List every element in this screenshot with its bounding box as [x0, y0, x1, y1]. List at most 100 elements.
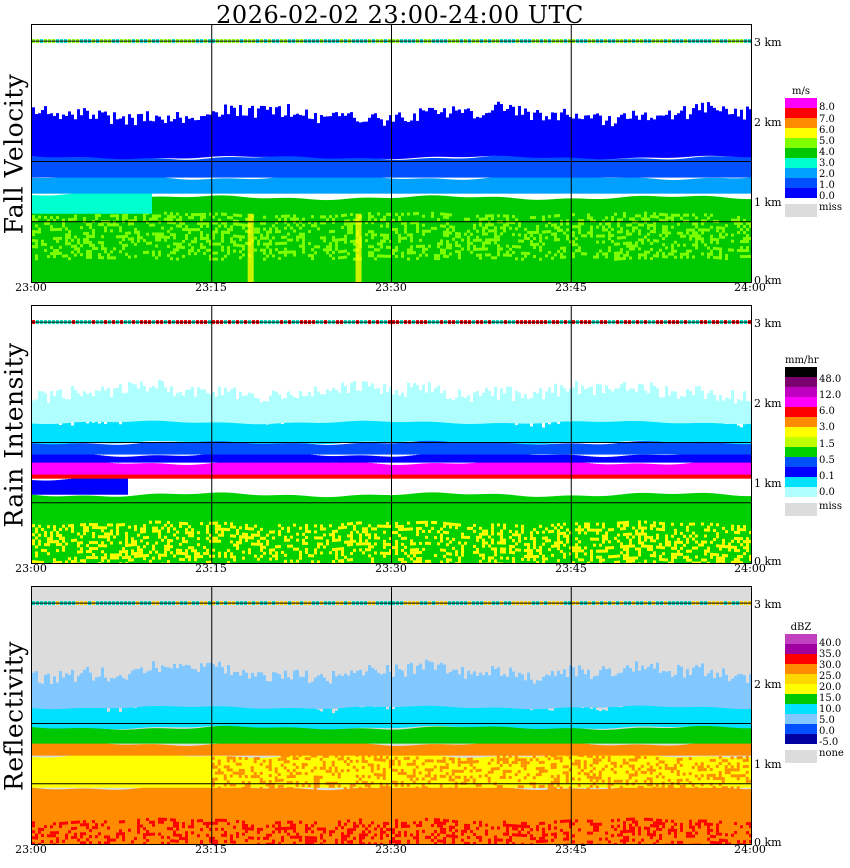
x-tick-label: 23:30	[375, 843, 407, 856]
x-tick-label: 23:30	[375, 562, 407, 575]
colorbar-swatch	[785, 467, 817, 477]
plot-area	[31, 305, 752, 564]
colorbar-swatch	[785, 387, 817, 397]
missing-label: miss	[819, 202, 842, 213]
height-label-3km: 3 km	[754, 317, 782, 330]
height-label-0km: 0 km	[754, 555, 782, 568]
height-label-0km: 0 km	[754, 836, 782, 849]
heatmap-streak	[247, 213, 254, 282]
colorbar-tick-label: 1.0	[819, 180, 835, 192]
colorbar-swatch	[785, 128, 817, 138]
height-label-3km: 3 km	[754, 598, 782, 611]
x-tick-label: 23:15	[195, 843, 227, 856]
colorbar-swatch	[785, 138, 817, 148]
y-axis-label-text: Rain Intensity	[0, 342, 29, 528]
heatmap-layer	[32, 817, 751, 844]
x-tick-label: 24:00	[734, 562, 766, 575]
colorbar-tick-label: 0.0	[819, 487, 835, 499]
height-label-0km: 0 km	[754, 274, 782, 287]
y-axis-label: Rain Intensity	[0, 305, 29, 565]
colorbar-tick-label: 3.0	[819, 158, 835, 169]
colorbar-swatch	[785, 664, 817, 674]
missing-label: miss	[819, 501, 842, 512]
missing-swatch	[785, 204, 817, 217]
x-tick-label: 23:00	[15, 843, 47, 856]
colorbar-swatch	[785, 417, 817, 427]
y-axis-label: Reflectivity	[0, 586, 29, 846]
colorbar-swatch	[785, 447, 817, 457]
heatmap-layer	[32, 191, 152, 214]
heatmap-layer	[32, 741, 751, 756]
heatmap-layer	[32, 404, 751, 445]
heatmap-layer	[32, 379, 751, 425]
missing-swatch	[785, 750, 817, 763]
colorbar-tick-label: 10.0	[819, 704, 842, 716]
colorbar-tick-label: 15.0	[819, 693, 842, 705]
colorbar-tick-label: 12.0	[819, 389, 842, 401]
heatmap-layer	[32, 659, 751, 710]
height-label-1km: 1 km	[754, 758, 782, 771]
x-tick-label: 24:00	[734, 843, 766, 856]
x-tick-label: 23:45	[555, 562, 587, 575]
colorbar-unit: mm/hr	[785, 355, 819, 366]
x-tick-label: 23:00	[15, 562, 47, 575]
colorbar-tick-label: 5.0	[819, 715, 835, 727]
y-axis-label: Fall Velocity	[0, 24, 29, 284]
colorbar-tick-label: 35.0	[819, 649, 842, 661]
rain-intensity-panel: Rain Intensity 3 km 2 km 1 km 0 km 23:00…	[0, 305, 850, 587]
colorbar-swatch	[785, 367, 817, 377]
heatmap-layer	[32, 452, 751, 463]
colorbar-swatch	[785, 118, 817, 128]
heatmap-layer	[32, 155, 751, 178]
y-axis-label-text: Fall Velocity	[0, 73, 29, 235]
colorbar-swatch	[785, 407, 817, 417]
colorbar-swatch	[785, 377, 817, 387]
colorbar-tick-label: 0.5	[819, 454, 835, 466]
colorbar-swatch	[785, 437, 817, 447]
colorbar-swatch	[785, 694, 817, 704]
heatmap-layer	[32, 477, 128, 495]
plot-area	[31, 586, 752, 845]
heatmap-layer	[32, 175, 751, 194]
colorbar-tick-label: 8.0	[819, 102, 835, 114]
height-label-1km: 1 km	[754, 196, 782, 209]
colorbar-tick-label: 4.0	[819, 146, 835, 158]
colorbar-tick-label: 3.0	[819, 422, 835, 434]
x-tick-label: 23:45	[555, 281, 587, 294]
height-label-1km: 1 km	[754, 477, 782, 490]
colorbar-unit: dBZ	[790, 622, 812, 633]
x-tick-label: 23:45	[555, 843, 587, 856]
colorbar-swatch	[785, 148, 817, 158]
height-label-2km: 2 km	[754, 678, 782, 691]
colorbar-swatch	[785, 108, 817, 118]
reflectivity-panel: Reflectivity 3 km 2 km 1 km 0 km 23:00 2…	[0, 586, 850, 868]
colorbar-tick-label: 20.0	[819, 682, 842, 694]
colorbar-tick-label: 6.0	[819, 124, 835, 136]
colorbar-swatch	[785, 178, 817, 188]
colorbar-swatch	[785, 714, 817, 724]
colorbar-swatch	[785, 684, 817, 694]
colorbar-swatch	[785, 457, 817, 467]
height-label-2km: 2 km	[754, 397, 782, 410]
colorbar-swatch	[785, 158, 817, 168]
colorbar-tick-label: 6.0	[819, 406, 835, 417]
heatmap-layer	[32, 725, 751, 744]
heatmap-layer	[32, 211, 751, 261]
heatmap	[32, 587, 751, 844]
colorbar-swatch	[785, 674, 817, 684]
colorbar-tick-label: 0.1	[819, 471, 835, 482]
heatmap	[32, 306, 751, 563]
heatmap-layer	[32, 785, 751, 844]
heatmap-layer	[32, 520, 751, 563]
colorbar-tick-label: 7.0	[819, 113, 835, 125]
colorbar-swatch	[785, 734, 817, 744]
colorbar-swatch	[785, 188, 817, 198]
x-tick-label: 23:30	[375, 281, 407, 294]
heatmap-layer	[32, 689, 751, 730]
colorbar-tick-label: 25.0	[819, 671, 842, 683]
colorbar-swatch	[785, 477, 817, 487]
colorbar-unit: m/s	[792, 86, 810, 97]
fall-velocity-panel: Fall Velocity 3 km 2 km 1 km 0 km 23:00 …	[0, 24, 850, 306]
missing-swatch	[785, 503, 817, 516]
height-label-2km: 2 km	[754, 116, 782, 129]
